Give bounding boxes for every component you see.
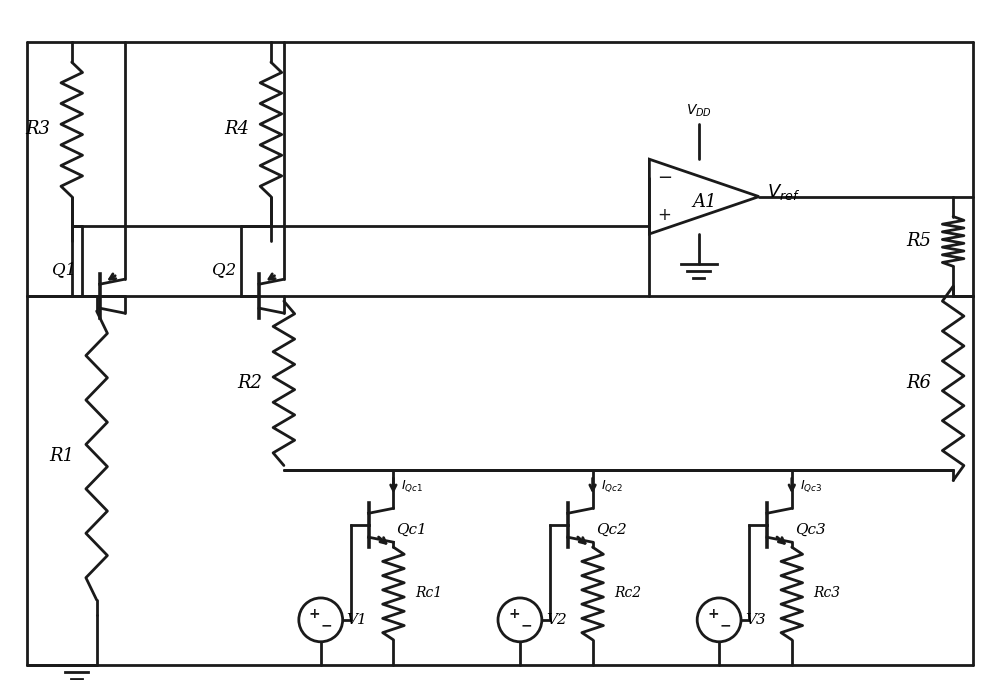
- Text: $V_{DD}$: $V_{DD}$: [686, 103, 712, 119]
- Text: Rc3: Rc3: [814, 586, 841, 601]
- Text: Rc1: Rc1: [415, 586, 442, 601]
- Text: R2: R2: [237, 375, 262, 392]
- Text: $V_{ref}$: $V_{ref}$: [767, 182, 800, 202]
- Text: +: +: [508, 607, 520, 621]
- Text: $I_{Qc1}$: $I_{Qc1}$: [401, 478, 424, 494]
- Text: R4: R4: [224, 121, 249, 138]
- Text: Qc1: Qc1: [396, 523, 427, 537]
- Text: R3: R3: [25, 121, 50, 138]
- Text: $I_{Qc2}$: $I_{Qc2}$: [601, 478, 623, 494]
- Text: A1: A1: [692, 193, 716, 210]
- Text: V2: V2: [546, 613, 567, 627]
- Text: R5: R5: [906, 232, 931, 251]
- Text: R1: R1: [50, 447, 75, 464]
- Text: R6: R6: [906, 375, 931, 392]
- Text: V1: V1: [347, 613, 367, 627]
- Text: −: −: [520, 619, 532, 633]
- Text: Rc2: Rc2: [615, 586, 642, 601]
- Text: −: −: [321, 619, 333, 633]
- Text: +: +: [657, 206, 671, 224]
- Text: +: +: [309, 607, 321, 621]
- Text: −: −: [657, 169, 672, 187]
- Text: +: +: [707, 607, 719, 621]
- Text: −: −: [719, 619, 731, 633]
- Text: $I_{Qc3}$: $I_{Qc3}$: [800, 478, 822, 494]
- Text: Q2: Q2: [212, 262, 236, 279]
- Text: Q1: Q1: [52, 262, 77, 279]
- Text: Qc3: Qc3: [795, 523, 826, 537]
- Text: V3: V3: [745, 613, 766, 627]
- Text: Qc2: Qc2: [596, 523, 626, 537]
